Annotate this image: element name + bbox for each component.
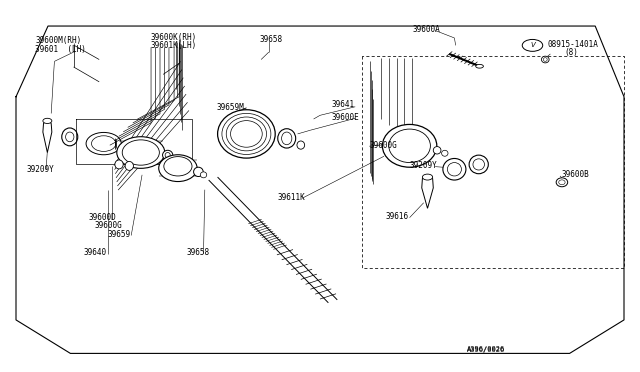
Ellipse shape [443,158,466,180]
Ellipse shape [117,137,165,168]
Ellipse shape [125,161,134,170]
Text: 39611K: 39611K [277,193,305,202]
Text: 39641: 39641 [332,100,355,109]
Text: 39600G: 39600G [95,221,122,230]
Circle shape [43,118,52,124]
Ellipse shape [193,167,204,176]
Ellipse shape [163,150,173,160]
Ellipse shape [230,121,262,147]
Ellipse shape [122,140,159,165]
Ellipse shape [165,153,170,158]
Text: 08915-1401A: 08915-1401A [547,40,598,49]
Text: 39600A: 39600A [413,25,440,34]
Ellipse shape [278,129,296,148]
Ellipse shape [442,150,448,156]
Text: 39658: 39658 [259,35,282,44]
Text: 39601K(LH): 39601K(LH) [150,41,196,50]
Ellipse shape [447,163,461,176]
Text: V: V [530,42,535,48]
Text: 39640: 39640 [83,248,106,257]
Ellipse shape [473,159,484,170]
Ellipse shape [218,110,275,158]
Text: (8): (8) [564,48,579,57]
Ellipse shape [383,124,437,167]
Ellipse shape [389,129,431,163]
Text: 39659: 39659 [108,230,131,239]
Text: 39601  (LH): 39601 (LH) [35,45,86,54]
Polygon shape [422,175,433,208]
Text: A396/0026: A396/0026 [467,347,506,353]
Ellipse shape [115,160,123,169]
Ellipse shape [227,117,267,151]
Text: A396/0026: A396/0026 [467,346,506,352]
Text: 39600M(RH): 39600M(RH) [35,36,81,45]
Ellipse shape [469,155,488,174]
Ellipse shape [433,147,441,154]
Ellipse shape [159,155,197,182]
Text: 39600E: 39600E [332,113,359,122]
Text: 39658: 39658 [187,248,210,257]
Text: 39600D: 39600D [88,213,116,222]
Ellipse shape [559,180,565,185]
Ellipse shape [297,141,305,149]
Text: 39209Y: 39209Y [410,161,437,170]
Ellipse shape [556,178,568,187]
Circle shape [422,174,433,180]
Text: 39600B: 39600B [562,170,589,179]
Ellipse shape [476,64,483,68]
Text: 39659M: 39659M [216,103,244,112]
Text: 39600K(RH): 39600K(RH) [150,33,196,42]
Ellipse shape [200,172,207,178]
Ellipse shape [541,56,549,63]
Ellipse shape [282,132,292,145]
Text: 39600G: 39600G [370,141,397,150]
Ellipse shape [543,58,547,61]
Polygon shape [43,119,52,153]
Ellipse shape [222,113,271,154]
Text: 39209Y: 39209Y [27,165,54,174]
Text: 39616: 39616 [385,212,408,221]
Ellipse shape [164,157,192,176]
